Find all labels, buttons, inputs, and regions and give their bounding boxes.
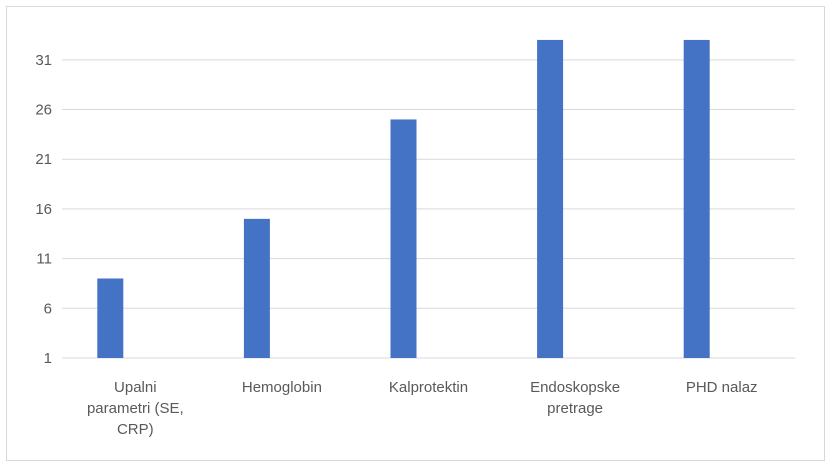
x-category-label-line: parametri (SE, — [87, 400, 184, 417]
x-category-label-line: Kalprotektin — [389, 379, 468, 396]
gridlines — [62, 59, 795, 359]
x-category-label: PHD nalaz — [686, 379, 758, 396]
x-axis-categories: Upalni parametri (SE, CRP) Hemoglobin Kalpro… — [87, 379, 758, 438]
y-tick-label: 16 — [35, 201, 52, 218]
x-category-label: Kalprotektin — [389, 379, 468, 396]
y-tick-label: 31 — [35, 52, 52, 69]
bars — [97, 39, 710, 358]
x-category-label: Hemoglobin — [242, 379, 322, 396]
x-category-label: Upalni parametri (SE, CRP) — [87, 379, 184, 438]
y-tick-label: 11 — [36, 251, 52, 268]
bar — [390, 119, 417, 358]
x-category-label-line: Hemoglobin — [242, 379, 322, 396]
x-category-label-line: PHD nalaz — [686, 379, 758, 396]
x-category-label: Endoskopske pretrage — [530, 379, 620, 417]
x-category-label-line: Endoskopske — [530, 379, 620, 396]
bar — [683, 39, 710, 358]
x-category-label-line: CRP) — [117, 421, 154, 438]
bar — [97, 278, 124, 358]
x-category-label-line: pretrage — [547, 400, 603, 417]
bar — [243, 218, 270, 358]
y-tick-label: 21 — [35, 151, 52, 168]
y-tick-label: 1 — [44, 350, 52, 367]
x-category-label-line: Upalni — [114, 379, 157, 396]
bar — [537, 39, 564, 358]
y-tick-label: 26 — [35, 102, 52, 119]
y-tick-label: 6 — [44, 300, 52, 317]
